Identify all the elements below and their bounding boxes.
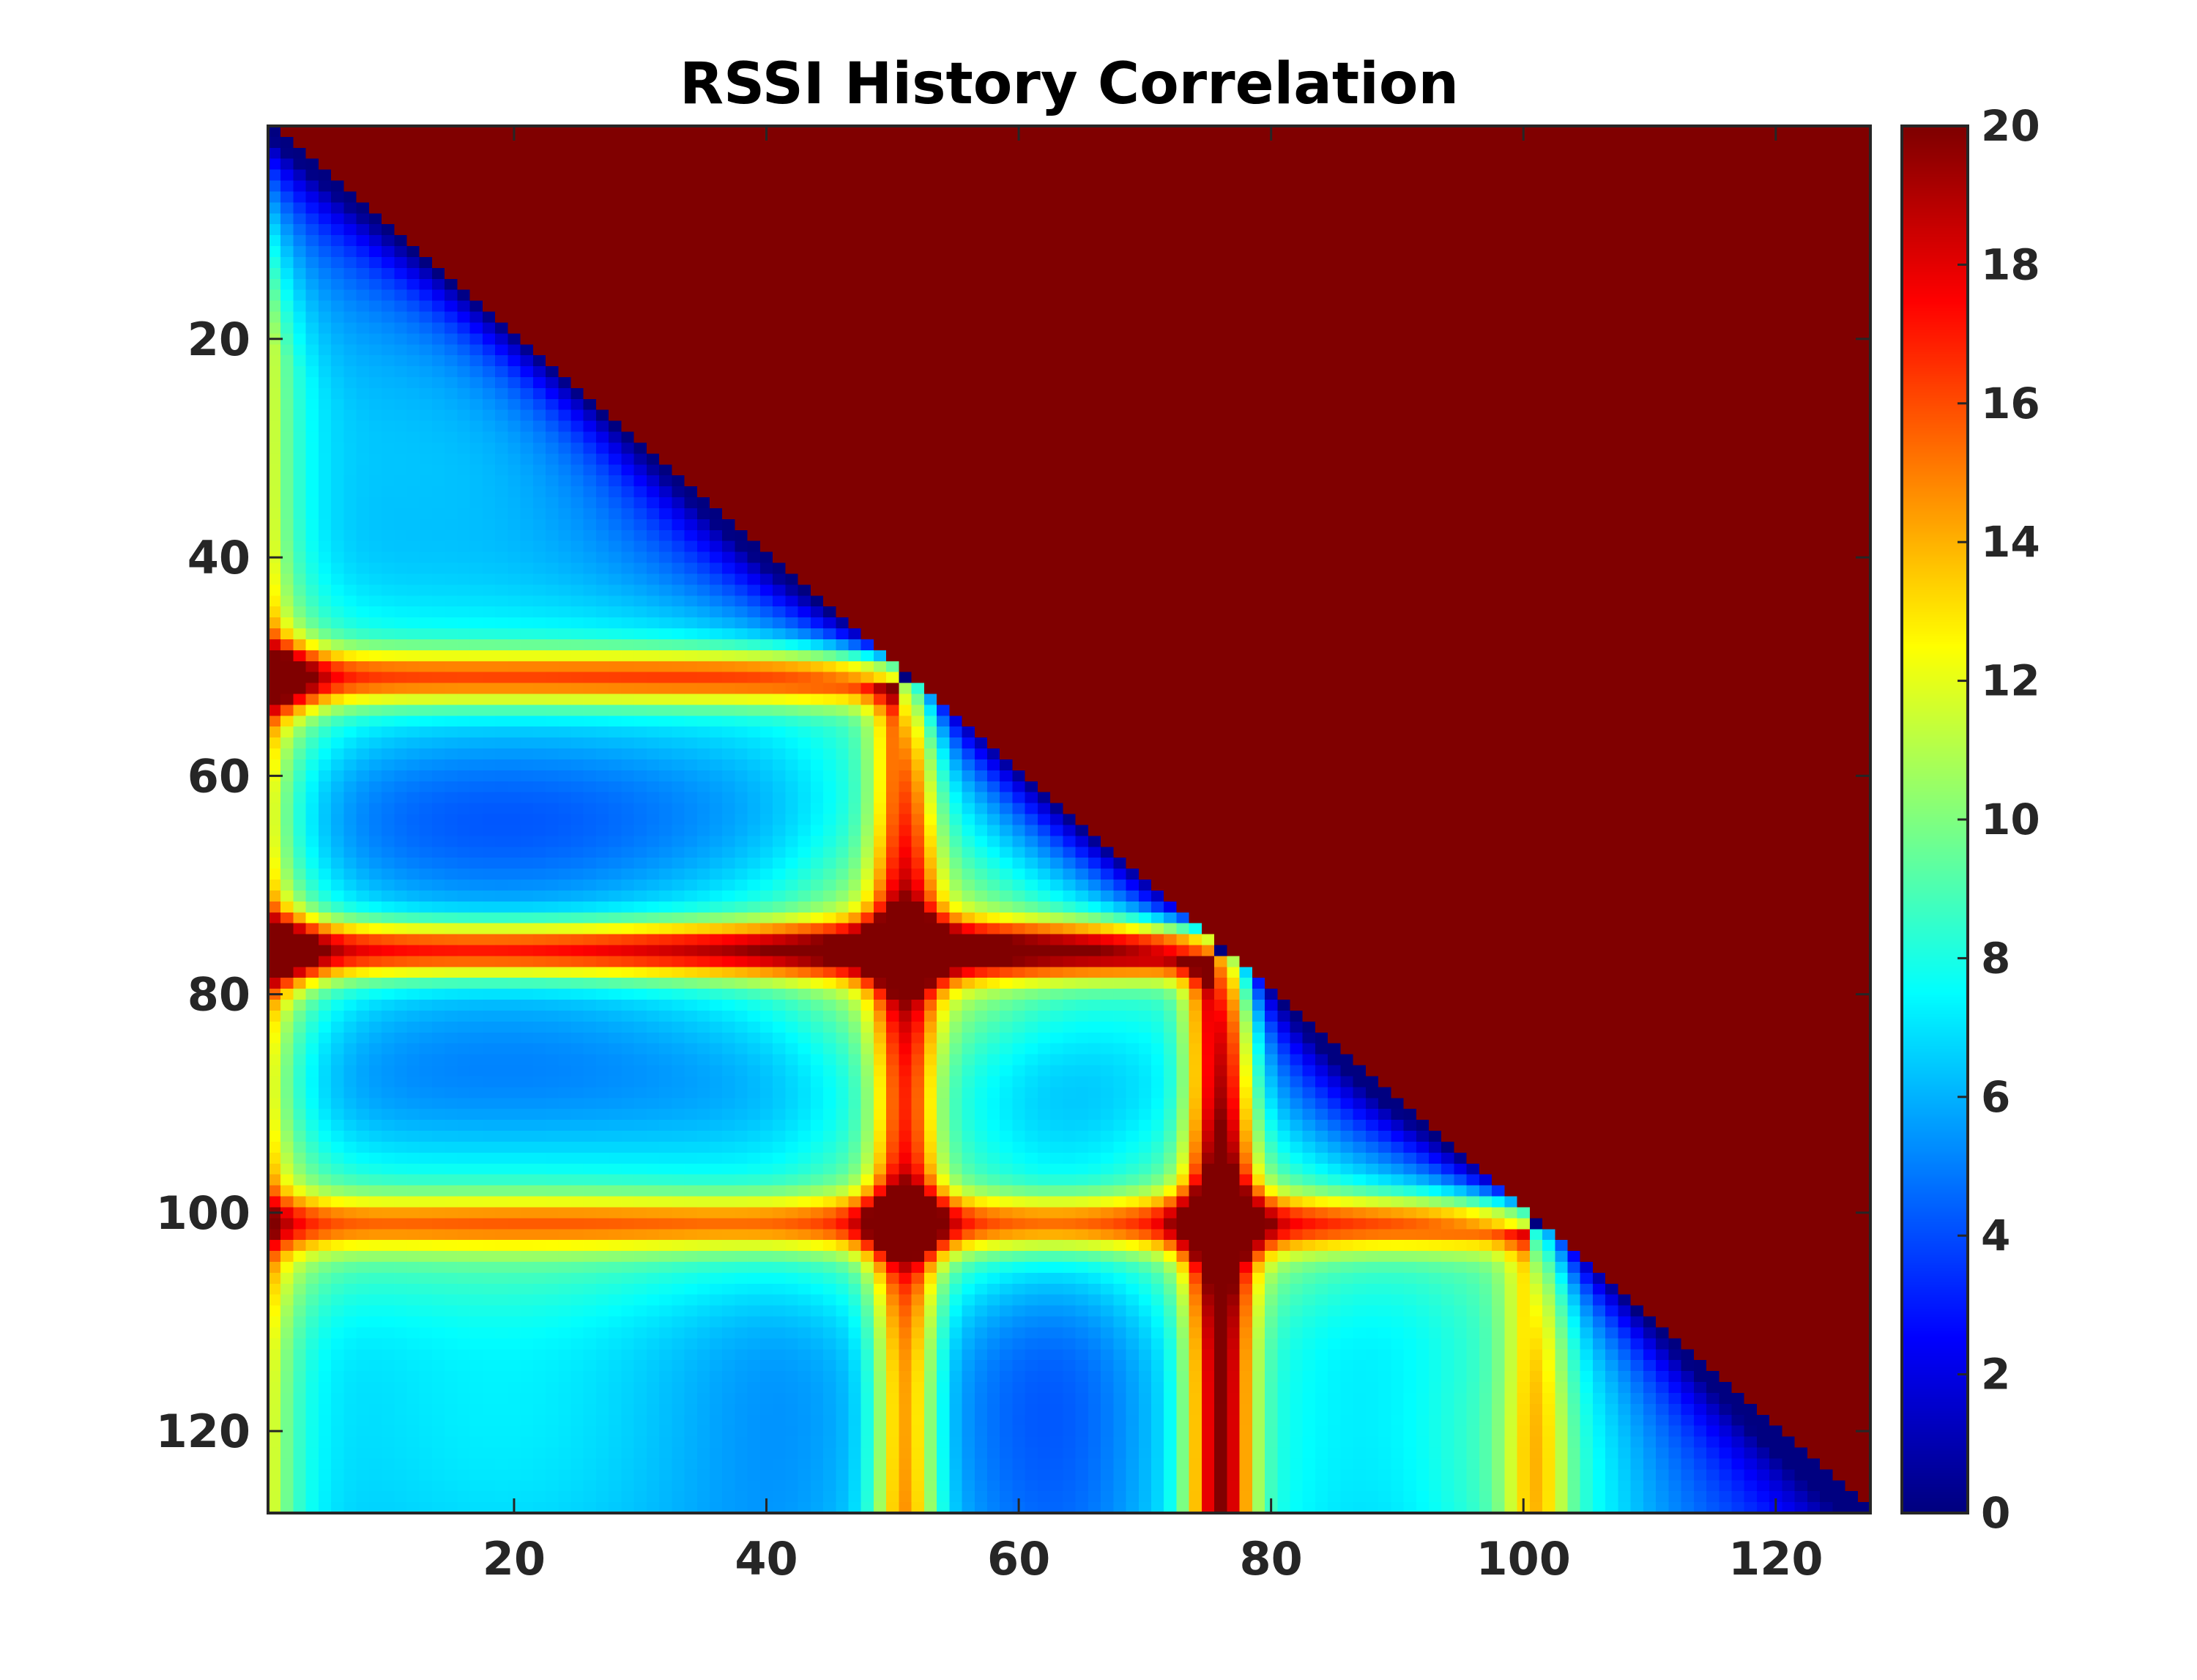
colorbar-axis: 0 2 4 6 8 10 12 14 16 18 20: [1958, 101, 2040, 1538]
colorbar-tick-label: 16: [1981, 379, 2040, 428]
colorbar-tick-label: 18: [1981, 239, 2040, 289]
colorbar-tick-label: 2: [1981, 1350, 2010, 1400]
y-tick-label: 40: [187, 531, 250, 584]
y-tick-label: 60: [187, 749, 250, 803]
y-tick-label: 100: [156, 1186, 250, 1240]
x-tick-label: 120: [1728, 1532, 1823, 1586]
y-tick-label: 120: [156, 1405, 250, 1458]
y-axis: 20 40 60 80 100 120: [156, 313, 1870, 1458]
heatmap-image: [268, 126, 1870, 1513]
x-tick-label: 20: [483, 1532, 546, 1586]
y-tick-label: 20: [187, 313, 250, 366]
colorbar-tick-label: 6: [1981, 1072, 2010, 1122]
y-tick-label: 80: [187, 968, 250, 1022]
x-tick-label: 80: [1240, 1532, 1303, 1586]
x-tick-label: 40: [735, 1532, 798, 1586]
chart-title: RSSI History Correlation: [679, 51, 1460, 117]
colorbar-gradient: [1902, 126, 1968, 1513]
colorbar-tick-label: 14: [1981, 517, 2040, 567]
x-tick-label: 100: [1476, 1532, 1571, 1586]
colorbar-tick-label: 8: [1981, 933, 2010, 983]
x-axis: 20 40 60 80 100 120: [483, 126, 1823, 1586]
colorbar-tick-label: 20: [1981, 101, 2040, 151]
plot-frame: [267, 124, 1872, 1514]
x-tick-label: 60: [987, 1532, 1050, 1586]
colorbar-tick-label: 12: [1981, 656, 2040, 706]
colorbar-tick-label: 10: [1981, 795, 2040, 844]
colorbar-tick-label: 4: [1981, 1211, 2010, 1260]
colorbar-tick-label: 0: [1981, 1488, 2010, 1538]
